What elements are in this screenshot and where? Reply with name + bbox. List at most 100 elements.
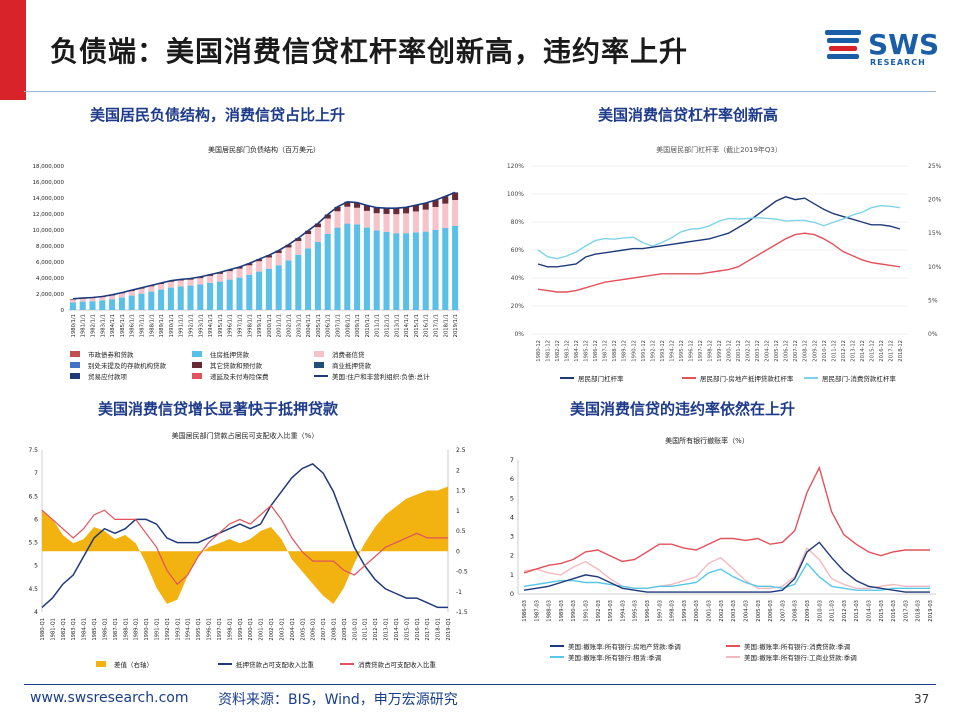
legend-swatch (314, 351, 324, 357)
x-tick-label: 2019-03 (928, 600, 934, 622)
x-tick-label: 2018-03 (916, 600, 922, 622)
x-tick-label: 2006-12 (784, 340, 790, 362)
bar-other-loans (393, 208, 400, 215)
bar-other-loans (442, 196, 449, 204)
x-tick-label: 2004-03 (743, 600, 749, 622)
bar-other-loans (334, 206, 341, 212)
x-tick-label: 2011-03 (830, 600, 836, 622)
bar-consumer-credit (295, 241, 302, 255)
x-tick-label: 2003-Q1 (279, 618, 285, 641)
bar-other-loans (412, 205, 419, 212)
page-number: 37 (914, 692, 930, 706)
bar-other-loans (344, 201, 351, 207)
logo-text: SWS (868, 28, 940, 61)
bar-mortgage (314, 242, 321, 310)
bar-mortgage (432, 230, 439, 310)
y-tick-label: 6.5 (28, 493, 38, 500)
x-tick-label: 1992/1/1 (189, 314, 195, 337)
y-tick-label: 1 (510, 571, 514, 579)
x-tick-label: 1996/1/1 (228, 314, 234, 337)
chart-household-leverage: 美国居民部门杠杆率（截止2019年Q3） 0% 20% 40% 60% 80% 100% 12… (507, 145, 942, 383)
bar-consumer-credit (187, 279, 194, 286)
bar-other-loans (363, 205, 370, 211)
bar-other-loans (265, 255, 272, 258)
bar-mortgage (79, 301, 86, 310)
x-tick-label: 1983-Q1 (71, 618, 77, 641)
bar-consumer-credit (412, 211, 419, 233)
series-line (537, 196, 901, 268)
y-tick-label: 12,000,000 (33, 212, 65, 218)
x-tick-label: 1988-Q1 (123, 618, 129, 641)
bar-consumer-credit (216, 273, 223, 282)
y-tick-label: 10,000,000 (33, 228, 65, 234)
x-tick-label: 1987-Q1 (113, 618, 119, 641)
x-tick-label: 2018-12 (898, 340, 904, 362)
legend-swatch (192, 351, 202, 357)
x-tick-label: 1998-Q1 (227, 618, 233, 641)
y-tick-label: 80% (511, 219, 525, 226)
x-tick-label: 1984/1/1 (110, 314, 116, 337)
y-tick-label: 20% (511, 303, 525, 310)
legend-label: 美国:撤账率:所有银行:工商业贷款:季调 (744, 653, 857, 662)
bar-mortgage (275, 265, 282, 310)
x-tick-label: 2003-12 (755, 340, 761, 362)
legend-label: 住房抵押贷款 (210, 350, 250, 359)
x-tick-label: 2013-Q1 (384, 618, 390, 641)
x-tick-label: 1987-12 (603, 340, 609, 362)
x-tick-label: 2010/1/1 (365, 314, 371, 337)
x-tick-label: 1991/1/1 (179, 314, 185, 337)
x-tick-label: 2013/1/1 (394, 314, 400, 337)
y2-tick-label: 0.5 (456, 528, 466, 535)
chart-title: 美国居民部门负债结构（百万美元） (208, 145, 320, 154)
series-line (523, 562, 930, 591)
x-tick-label: 2016/1/1 (424, 314, 430, 337)
bar-mortgage (265, 268, 272, 310)
y-tick-label: 4 (34, 609, 38, 616)
x-tick-label: 2005-12 (774, 340, 780, 362)
y-tick-label: 7 (34, 470, 38, 477)
bar-mortgage (128, 295, 135, 310)
bar-mortgage (89, 301, 96, 310)
bar-mortgage (442, 228, 449, 310)
x-tick-label: 2008-Q1 (331, 618, 337, 641)
y-tick-label: 40% (511, 275, 525, 282)
legend-label: 居民部门杠杆率 (578, 374, 624, 383)
y2-tick-label: 1 (456, 508, 460, 515)
x-tick-label: 2009-12 (812, 340, 818, 362)
bar-other-loans (256, 259, 263, 262)
bar-mortgage (363, 227, 370, 310)
y2-tick-label: 0 (456, 548, 460, 555)
bar-mortgage (197, 284, 204, 310)
x-tick-label: 2015/1/1 (414, 314, 420, 337)
x-tick-label: 2006-Q1 (311, 618, 317, 641)
bar-consumer-credit (383, 213, 390, 232)
legend-label: 消费贷款占可支配收入比重 (358, 660, 437, 669)
x-tick-label: 1998-12 (707, 340, 713, 362)
bar-consumer-credit (226, 271, 233, 280)
sws-logo-icon (825, 30, 861, 59)
x-tick-label: 2002/1/1 (287, 314, 293, 337)
x-tick-label: 1994/1/1 (208, 314, 214, 337)
y2-tick-label: 20% (928, 197, 942, 204)
bar-consumer-credit (118, 293, 125, 298)
y2-tick-label: -0.5 (456, 569, 468, 576)
legend-label: 居民部门-房地产抵押贷款杠杆率 (700, 374, 794, 383)
legend-swatch (192, 362, 202, 368)
x-tick-label: 2017-12 (888, 340, 894, 362)
bar-consumer-credit (275, 252, 282, 266)
y-tick-label: 60% (511, 247, 525, 254)
bar-mortgage (285, 260, 292, 310)
y2-tick-label: -1.5 (456, 609, 468, 616)
x-tick-label: 1999-12 (717, 340, 723, 362)
chart-charge-off-rate: 美国所有银行撤账率（%） 0 1 2 3 4 5 6 7 1986-03 1987-03 1988-0… (510, 436, 936, 662)
x-tick-label: 1987-03 (534, 600, 540, 622)
x-tick-label: 1992-Q1 (165, 618, 171, 641)
bar-mortgage (138, 293, 145, 310)
x-tick-label: 2005/1/1 (316, 314, 322, 337)
bar-mortgage (236, 277, 243, 310)
footer-url-link[interactable]: www.swsresearch.com (30, 690, 189, 706)
x-tick-label: 1991-Q1 (155, 618, 161, 641)
bar-consumer-credit (324, 218, 331, 234)
x-tick-label: 2001-03 (707, 600, 713, 622)
bar-other-loans (452, 192, 459, 200)
